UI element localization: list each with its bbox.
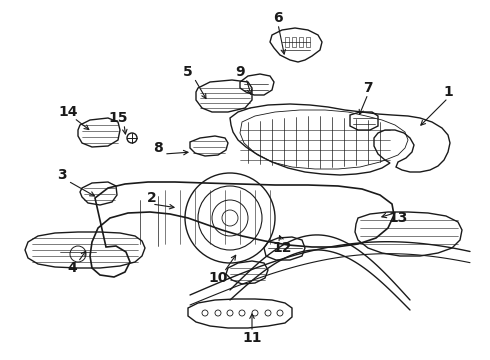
- Text: 5: 5: [183, 65, 193, 79]
- Text: 12: 12: [272, 241, 292, 255]
- Text: 4: 4: [67, 261, 77, 275]
- Text: 6: 6: [273, 11, 283, 25]
- Bar: [285, 37, 289, 47]
- Text: 13: 13: [388, 211, 408, 225]
- Bar: [292, 37, 296, 47]
- Text: 2: 2: [147, 191, 157, 205]
- Text: 10: 10: [208, 271, 228, 285]
- Bar: [306, 37, 310, 47]
- Text: 3: 3: [57, 168, 67, 182]
- Text: 14: 14: [58, 105, 78, 119]
- Text: 15: 15: [108, 111, 128, 125]
- Text: 9: 9: [235, 65, 245, 79]
- Bar: [299, 37, 303, 47]
- Text: 1: 1: [443, 85, 453, 99]
- Text: 11: 11: [242, 331, 262, 345]
- Text: 8: 8: [153, 141, 163, 155]
- Text: 7: 7: [363, 81, 373, 95]
